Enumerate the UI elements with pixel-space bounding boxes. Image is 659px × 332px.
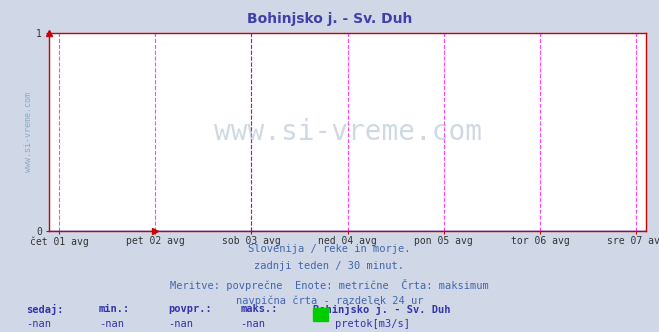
Text: min.:: min.: bbox=[99, 304, 130, 314]
Text: -nan: -nan bbox=[26, 319, 51, 329]
Text: Bohinjsko j. - Sv. Duh: Bohinjsko j. - Sv. Duh bbox=[313, 304, 451, 315]
Text: navpična črta - razdelek 24 ur: navpična črta - razdelek 24 ur bbox=[236, 296, 423, 306]
Text: pretok[m3/s]: pretok[m3/s] bbox=[335, 319, 411, 329]
Text: -nan: -nan bbox=[99, 319, 124, 329]
Text: Bohinjsko j. - Sv. Duh: Bohinjsko j. - Sv. Duh bbox=[247, 12, 412, 26]
Text: www.si-vreme.com: www.si-vreme.com bbox=[214, 118, 482, 146]
Text: maks.:: maks.: bbox=[241, 304, 278, 314]
Y-axis label: www.si-vreme.com: www.si-vreme.com bbox=[24, 92, 33, 172]
Text: Meritve: povprečne  Enote: metrične  Črta: maksimum: Meritve: povprečne Enote: metrične Črta:… bbox=[170, 279, 489, 290]
Text: povpr.:: povpr.: bbox=[168, 304, 212, 314]
Text: zadnji teden / 30 minut.: zadnji teden / 30 minut. bbox=[254, 261, 405, 271]
Text: Slovenija / reke in morje.: Slovenija / reke in morje. bbox=[248, 244, 411, 254]
Text: -nan: -nan bbox=[168, 319, 193, 329]
Text: sedaj:: sedaj: bbox=[26, 304, 64, 315]
Text: -nan: -nan bbox=[241, 319, 266, 329]
